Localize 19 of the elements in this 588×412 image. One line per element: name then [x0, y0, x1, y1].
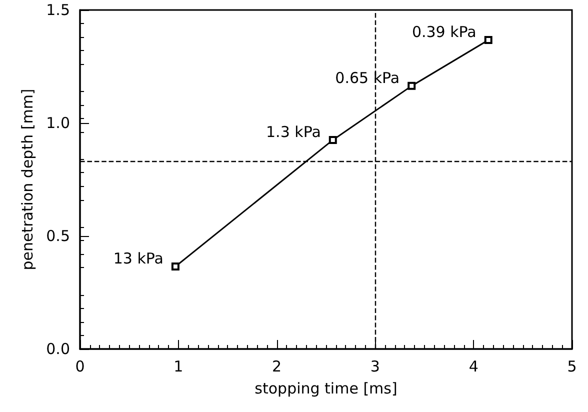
x-tick-label: 0 — [75, 358, 85, 376]
y-tick-label: 0.0 — [46, 340, 70, 358]
y-tick-label: 0.5 — [46, 227, 70, 245]
x-tick-label: 2 — [272, 358, 282, 376]
x-tick-label: 5 — [567, 358, 577, 376]
x-tick-label: 1 — [174, 358, 184, 376]
x-tick-label: 4 — [468, 358, 478, 376]
annotation: 13 kPa — [113, 250, 164, 268]
point — [328, 136, 337, 144]
point — [408, 82, 416, 90]
point — [171, 262, 180, 271]
annotation: 0.39 kPa — [412, 23, 476, 42]
y-axis-title: penetration depth [mm] — [18, 88, 37, 270]
x-axis-title: stopping time [ms] — [254, 380, 398, 398]
x-tick-label: 3 — [370, 358, 380, 376]
point — [484, 36, 492, 44]
y-tick-label: 1.0 — [46, 114, 70, 132]
annotation: 1.3 kPa — [266, 122, 321, 141]
y-tick-label: 1.5 — [46, 1, 70, 19]
